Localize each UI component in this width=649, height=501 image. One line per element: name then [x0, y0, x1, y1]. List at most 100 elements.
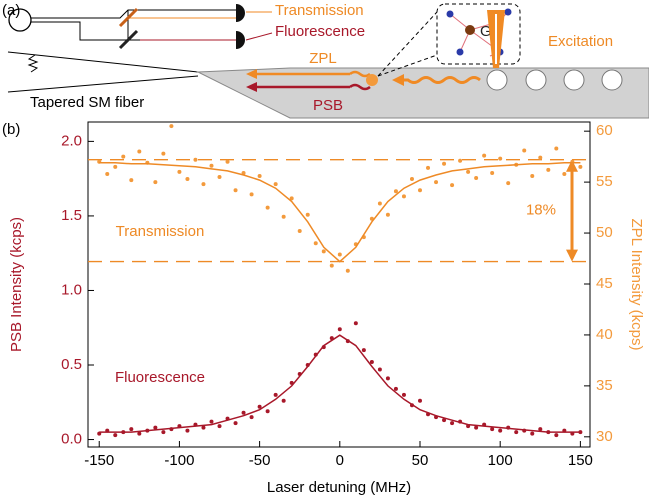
hole [525, 69, 547, 91]
data-point [417, 188, 422, 193]
arrowhead [246, 82, 257, 92]
data-point [209, 419, 214, 424]
series-label: Fluorescence [115, 369, 205, 386]
data-point [361, 348, 366, 353]
data-point [177, 169, 182, 174]
data-point [498, 156, 503, 161]
data-point [482, 153, 487, 158]
data-point [249, 415, 254, 420]
data-point [337, 252, 342, 257]
data-point [426, 165, 431, 170]
x-tick-label: -150 [84, 452, 114, 469]
data-point [313, 241, 318, 246]
data-point [434, 180, 439, 185]
data-point [321, 249, 326, 254]
data-point [554, 433, 559, 438]
data-point [249, 192, 254, 197]
fiber-coupler [8, 8, 32, 32]
data-point [137, 431, 142, 436]
ge-atom [465, 25, 475, 35]
data-point [578, 164, 583, 169]
data-point [273, 182, 278, 187]
data-point [538, 155, 543, 160]
data-point [193, 157, 198, 162]
psb-arrow [255, 83, 371, 91]
data-point [466, 169, 471, 174]
hole [601, 69, 623, 91]
data-point [538, 427, 543, 432]
data-point [562, 171, 567, 176]
data-point [474, 425, 479, 430]
plot-frame [87, 121, 591, 448]
data-point [209, 163, 214, 168]
hole [486, 69, 508, 91]
arrowhead [246, 69, 257, 79]
x-axis-label: Laser detuning (MHz) [267, 479, 411, 496]
x-tick-label: 50 [412, 452, 429, 469]
atom [446, 10, 454, 18]
data-point [153, 425, 158, 430]
x-tick-label: 100 [488, 452, 513, 469]
data-point [257, 173, 262, 178]
emitter [366, 74, 378, 86]
psb-label: PSB [313, 97, 343, 114]
data-point [353, 321, 358, 326]
data-point [273, 392, 278, 397]
data-point [185, 428, 190, 433]
y2-tick-label: 60 [596, 122, 613, 139]
y-tick-label: 0.0 [61, 431, 82, 448]
data-point [401, 194, 406, 199]
data-point [281, 398, 286, 403]
y-tick-label: 1.0 [61, 281, 82, 298]
tapered-fiber [7, 51, 199, 93]
data-point [393, 386, 398, 391]
atom [504, 8, 512, 16]
data-point [129, 427, 134, 432]
data-point [137, 149, 142, 154]
detector-label: Fluorescence [275, 23, 365, 40]
y2-tick-label: 30 [596, 428, 613, 445]
data-point [265, 205, 270, 210]
zpl-label: ZPL [309, 50, 337, 67]
y2-axis-label: ZPL Intensity (kcps) [628, 219, 645, 351]
data-point [490, 170, 495, 175]
data-point [377, 201, 382, 206]
data-point [337, 327, 342, 332]
x-tick-label: -50 [249, 452, 271, 469]
zoom-line [377, 54, 438, 77]
data-point [450, 183, 455, 188]
plot: -150 -100 -50 0 50 100 150 0.0 0.5 1.0 1.5 2.0 30 35 4… [8, 121, 645, 496]
mirror [118, 7, 139, 28]
fit-line [99, 334, 581, 433]
data-point [369, 360, 374, 365]
data-point [514, 430, 519, 435]
y2-tick-label: 55 [596, 173, 613, 190]
data-point [530, 431, 535, 436]
detector [236, 31, 245, 49]
data-point [113, 433, 118, 438]
panel-label: (a) [2, 2, 20, 19]
zpl-arrow [255, 70, 371, 78]
data-point [241, 170, 246, 175]
data-point [225, 159, 230, 164]
data-point [450, 421, 455, 426]
data-point [417, 398, 422, 403]
arrowhead [566, 249, 578, 262]
fiber-label: Tapered SM fiber [30, 94, 144, 111]
y-tick-label: 2.0 [61, 132, 82, 149]
y-tick-label: 1.5 [61, 207, 82, 224]
data-point [329, 263, 334, 268]
data-point [554, 146, 559, 151]
data-point [490, 427, 495, 432]
data-point [458, 158, 463, 163]
fiber-loop [27, 54, 39, 73]
fit-line [99, 162, 581, 263]
data-point [401, 392, 406, 397]
data-point [474, 176, 479, 181]
data-point [201, 182, 206, 187]
data-point [442, 161, 447, 166]
data-point [233, 188, 238, 193]
data-point [377, 367, 382, 372]
data-point [506, 181, 511, 186]
